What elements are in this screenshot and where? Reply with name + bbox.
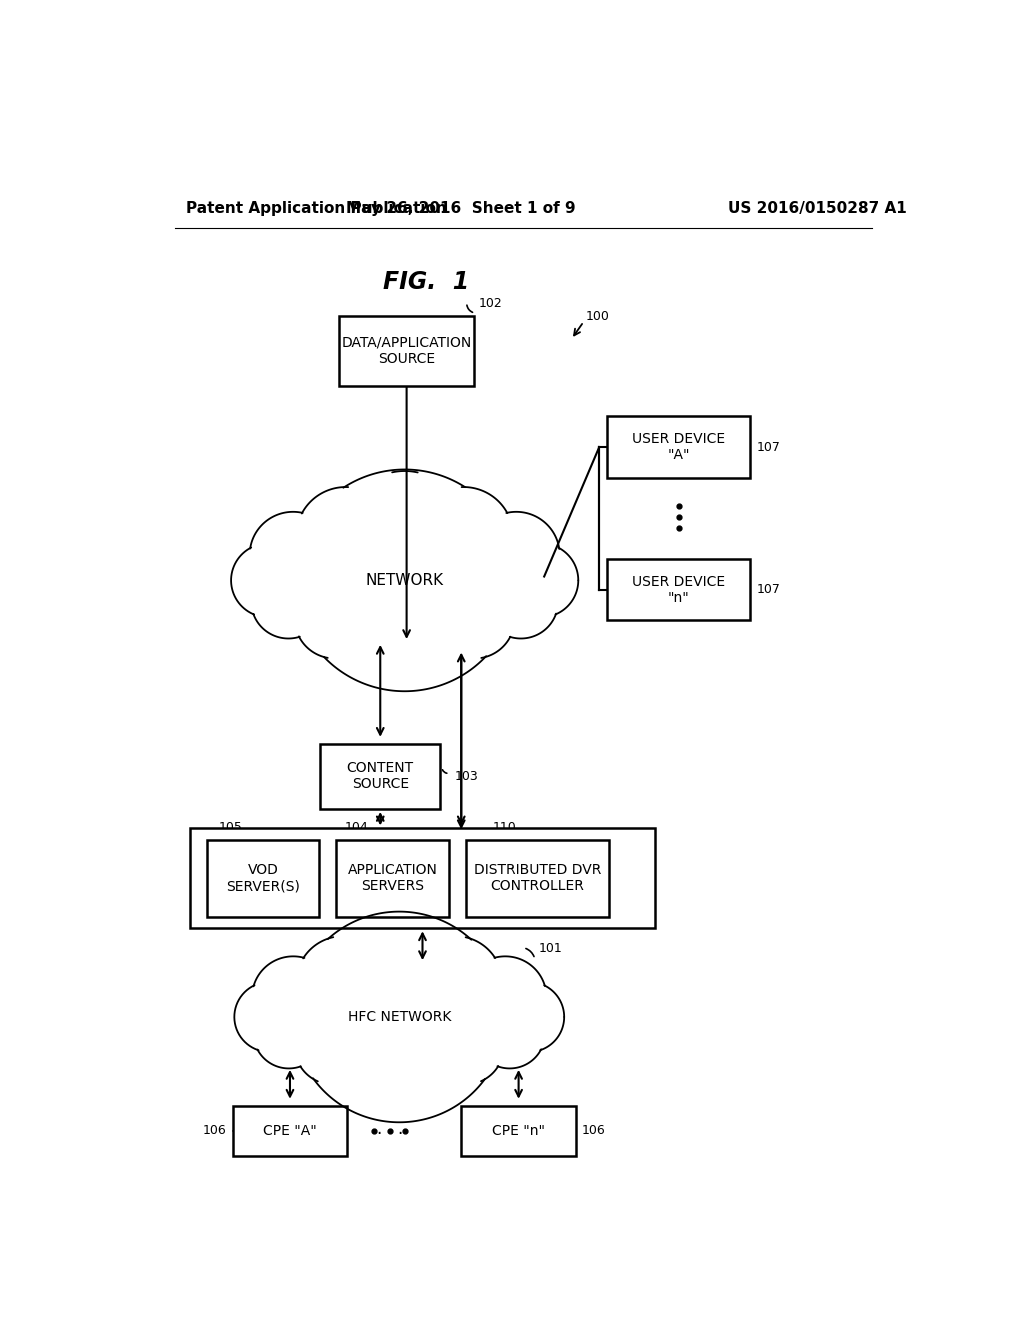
Circle shape (473, 512, 560, 598)
Circle shape (231, 544, 305, 618)
Text: 106: 106 (583, 1125, 606, 1137)
Circle shape (346, 471, 464, 589)
Text: 103: 103 (455, 770, 478, 783)
Text: 102: 102 (478, 297, 502, 310)
Circle shape (293, 912, 505, 1122)
Bar (466, 840, 609, 917)
Circle shape (293, 470, 516, 692)
Circle shape (494, 982, 564, 1052)
Circle shape (368, 586, 442, 660)
Circle shape (231, 544, 305, 618)
Circle shape (293, 912, 505, 1122)
Text: FIG.  1: FIG. 1 (383, 269, 469, 293)
Circle shape (364, 1015, 434, 1085)
Circle shape (414, 487, 513, 586)
Circle shape (409, 936, 503, 1030)
Bar (607, 416, 751, 478)
Circle shape (293, 470, 516, 692)
Circle shape (234, 982, 305, 1052)
Circle shape (427, 1008, 504, 1085)
Circle shape (364, 1015, 434, 1085)
Text: 110: 110 (493, 821, 517, 834)
Text: 107: 107 (757, 583, 780, 597)
Circle shape (504, 544, 579, 618)
Circle shape (343, 923, 456, 1034)
Circle shape (254, 998, 325, 1068)
Circle shape (254, 998, 325, 1068)
Circle shape (483, 565, 558, 639)
Circle shape (250, 512, 337, 598)
Circle shape (414, 487, 513, 586)
Circle shape (464, 957, 547, 1039)
Bar (190, 829, 655, 928)
Text: 105: 105 (219, 821, 243, 834)
Bar (321, 743, 440, 809)
Text: May 26, 2016  Sheet 1 of 9: May 26, 2016 Sheet 1 of 9 (346, 201, 577, 216)
Circle shape (251, 565, 326, 639)
Text: . . .: . . . (377, 1119, 403, 1138)
Text: DISTRIBUTED DVR
CONTROLLER: DISTRIBUTED DVR CONTROLLER (474, 863, 601, 894)
Circle shape (464, 957, 547, 1039)
Text: USER DEVICE
"A": USER DEVICE "A" (632, 432, 725, 462)
Circle shape (427, 1008, 504, 1085)
Circle shape (296, 936, 390, 1030)
Circle shape (296, 487, 395, 586)
Text: 107: 107 (757, 441, 780, 454)
Circle shape (343, 923, 456, 1034)
Circle shape (295, 1008, 372, 1085)
Circle shape (252, 957, 335, 1039)
Circle shape (474, 998, 545, 1068)
Text: 100: 100 (586, 310, 609, 323)
Bar (461, 1106, 575, 1155)
Text: US 2016/0150287 A1: US 2016/0150287 A1 (728, 201, 907, 216)
Bar (339, 317, 474, 385)
Circle shape (368, 586, 442, 660)
Circle shape (295, 578, 375, 659)
Text: CPE "n": CPE "n" (493, 1123, 545, 1138)
Text: 106: 106 (203, 1125, 226, 1137)
Circle shape (296, 936, 390, 1030)
Text: CONTENT
SOURCE: CONTENT SOURCE (347, 762, 414, 792)
Text: VOD
SERVER(S): VOD SERVER(S) (226, 863, 300, 894)
Bar (207, 840, 319, 917)
Circle shape (504, 544, 579, 618)
Circle shape (434, 578, 515, 659)
Circle shape (250, 512, 337, 598)
Circle shape (474, 998, 545, 1068)
Text: 104: 104 (344, 821, 368, 834)
Text: CPE "A": CPE "A" (263, 1123, 316, 1138)
Circle shape (252, 957, 335, 1039)
Circle shape (296, 487, 395, 586)
Text: HEADEND: HEADEND (197, 833, 258, 846)
Text: 101: 101 (539, 942, 562, 956)
Circle shape (251, 565, 326, 639)
Circle shape (346, 471, 464, 589)
Circle shape (494, 982, 564, 1052)
Bar (607, 558, 751, 620)
Bar (337, 840, 449, 917)
Bar (232, 1106, 347, 1155)
Circle shape (295, 1008, 372, 1085)
Text: DATA/APPLICATION
SOURCE: DATA/APPLICATION SOURCE (341, 335, 472, 366)
Circle shape (295, 578, 375, 659)
Circle shape (473, 512, 560, 598)
Text: APPLICATION
SERVERS: APPLICATION SERVERS (348, 863, 437, 894)
Circle shape (483, 565, 558, 639)
Text: HFC NETWORK: HFC NETWORK (347, 1010, 451, 1024)
Circle shape (434, 578, 515, 659)
Text: USER DEVICE
"n": USER DEVICE "n" (632, 574, 725, 605)
Text: Patent Application Publication: Patent Application Publication (186, 201, 446, 216)
Text: NETWORK: NETWORK (366, 573, 443, 587)
Circle shape (234, 982, 305, 1052)
Circle shape (409, 936, 503, 1030)
